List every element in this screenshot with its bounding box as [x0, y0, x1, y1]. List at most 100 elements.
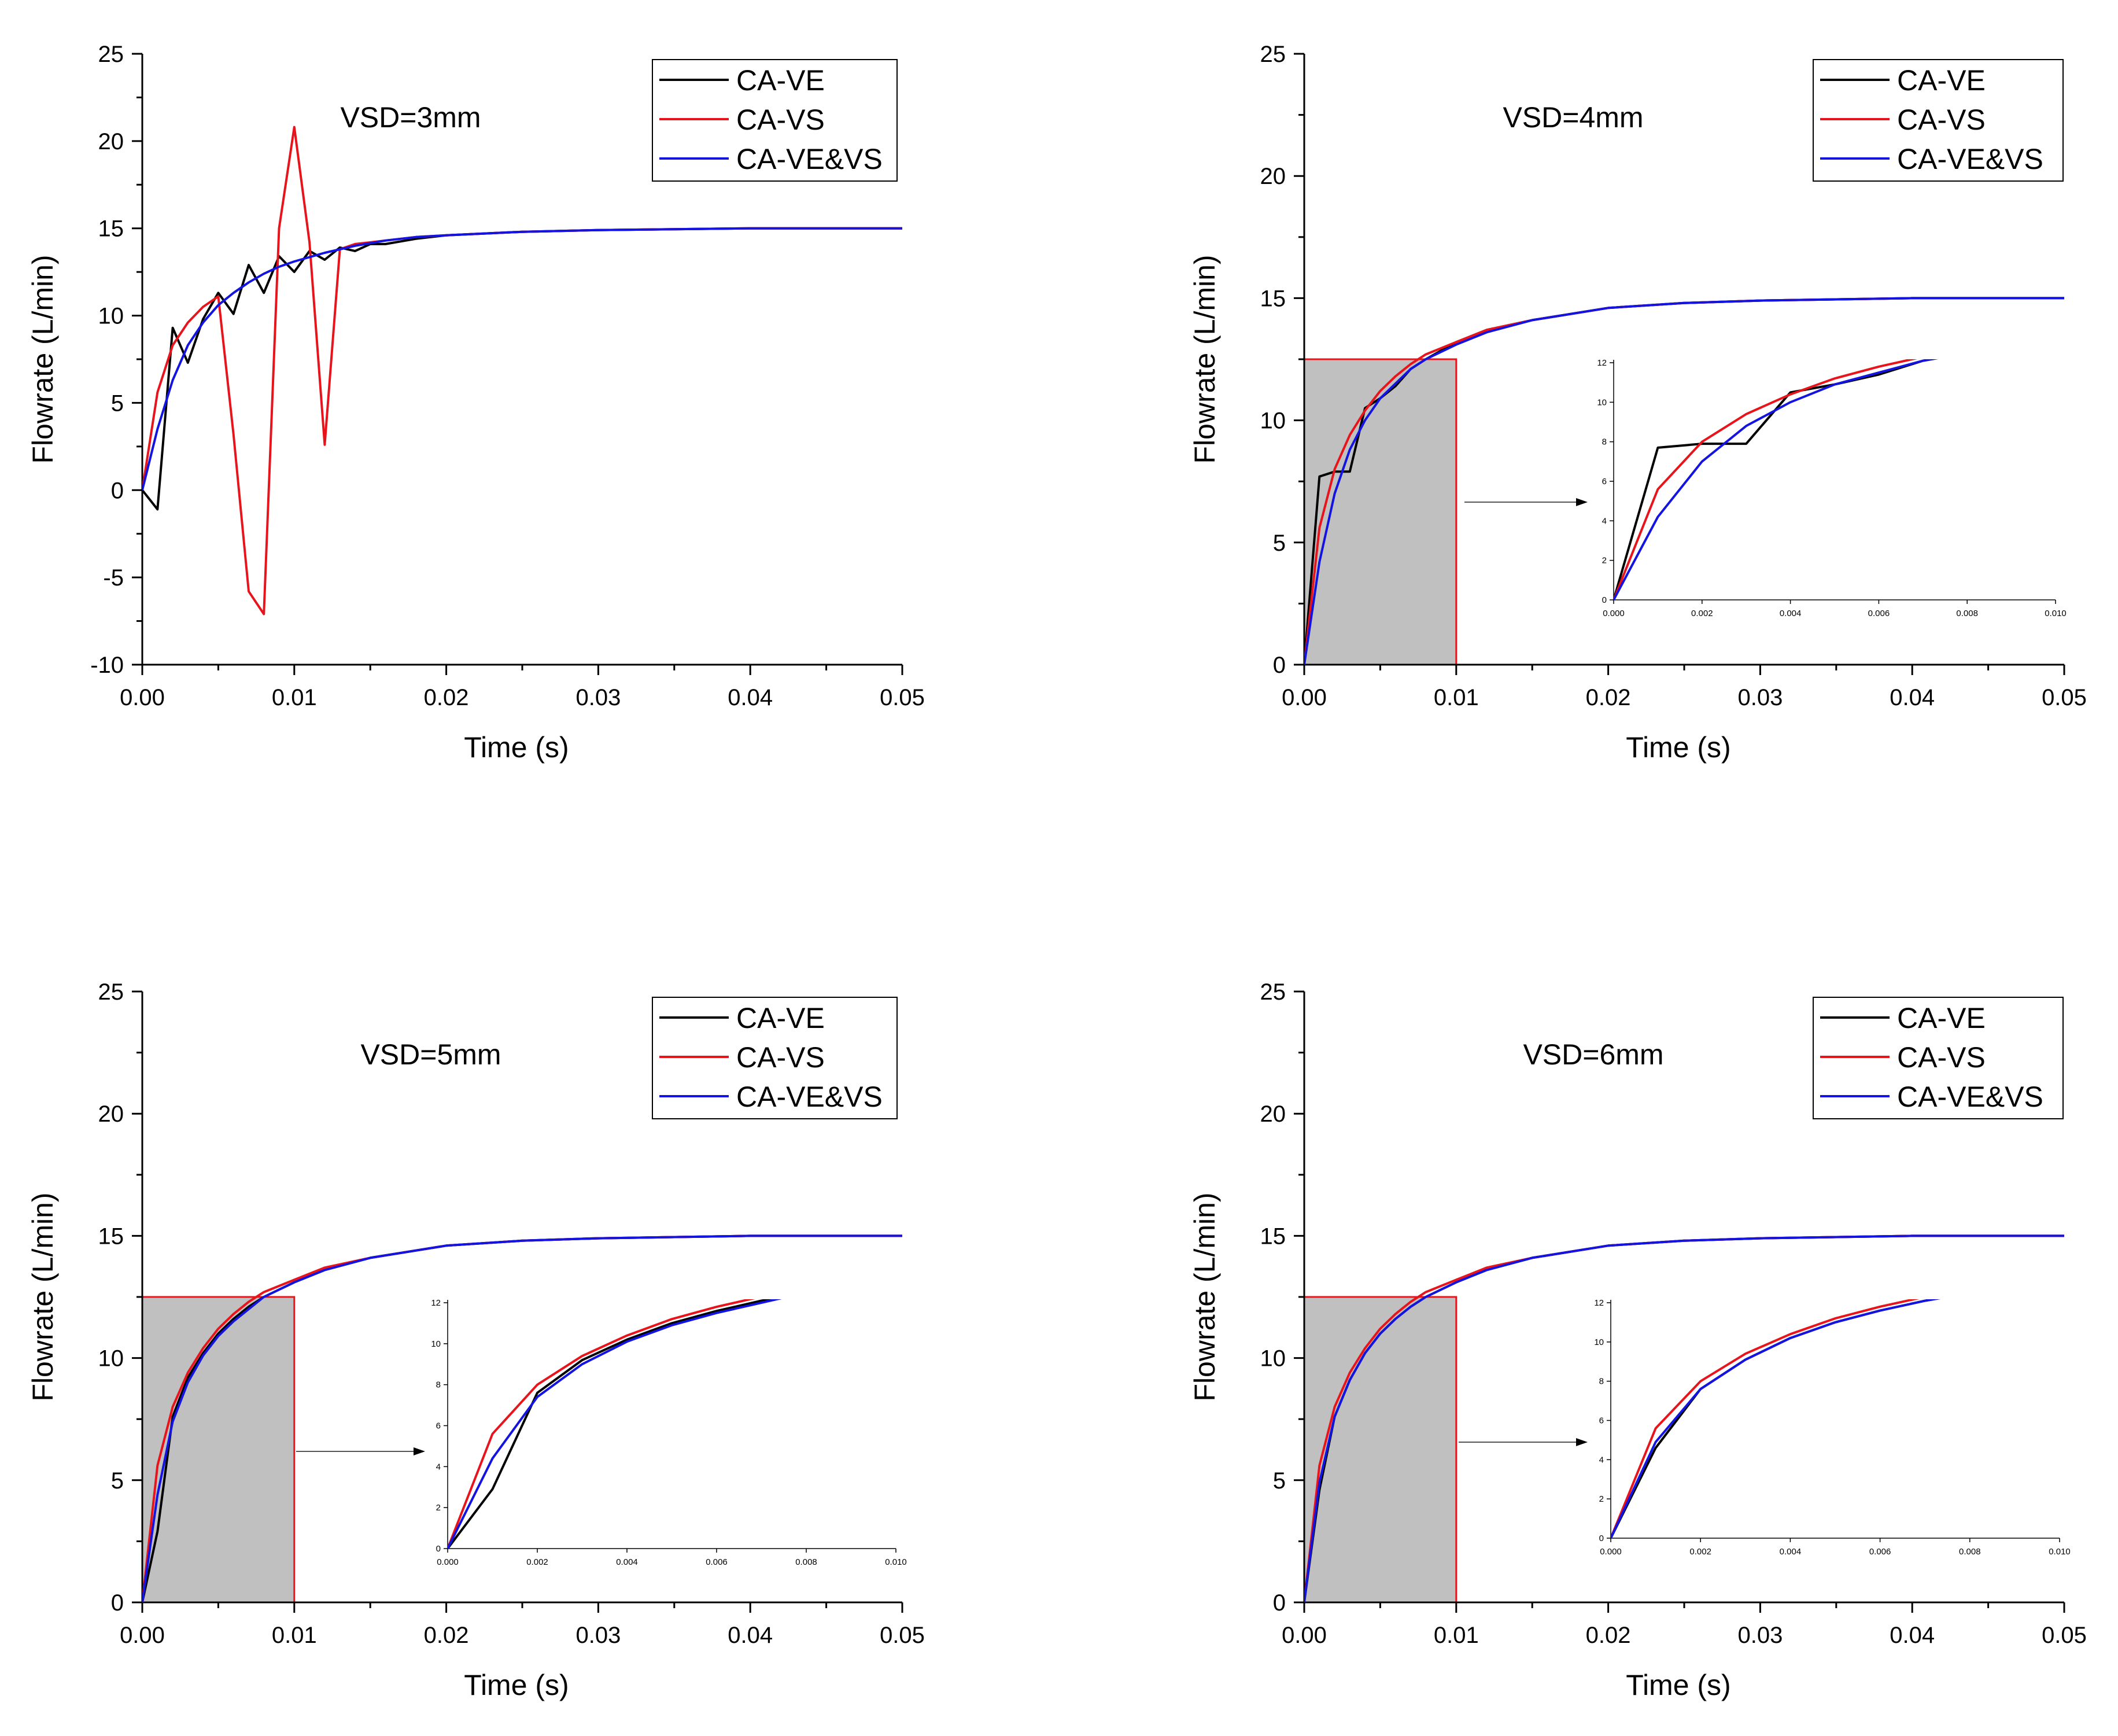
legend-label: CA-VS: [736, 104, 825, 136]
y-tick-label: 15: [98, 216, 124, 242]
vsd-annotation: VSD=4mm: [1503, 101, 1643, 134]
series-line-ca-ve-vs: [1304, 297, 2064, 665]
x-tick-label: 0.03: [575, 1623, 621, 1648]
legend-label: CA-VS: [1897, 104, 1986, 136]
y-tick-label: 15: [98, 1223, 124, 1249]
inset-x-tick-label: 0.004: [1780, 609, 1802, 618]
y-tick-label: 0: [111, 1590, 124, 1616]
plot-lines: [142, 1234, 902, 1602]
x-tick-label: 0.00: [1282, 1623, 1327, 1648]
inset-series-line-ca-ve: [448, 1299, 776, 1549]
x-tick-label: 0.03: [1737, 685, 1783, 710]
inset-y-tick-label: 8: [436, 1380, 441, 1390]
legend-label: CA-VE&VS: [1897, 1081, 2043, 1113]
inset-y-tick-label: 10: [1594, 1337, 1604, 1347]
x-tick-label: 0.04: [1890, 685, 1935, 710]
inset-x-tick-label: 0.010: [885, 1557, 907, 1567]
x-tick-label: 0.02: [424, 685, 469, 710]
inset-series-line-ca-ve-vs: [1611, 1299, 1940, 1538]
y-tick-label: 25: [98, 42, 124, 67]
x-tick-label: 0.01: [272, 685, 317, 710]
inset-y-tick-label: 4: [1599, 1455, 1604, 1465]
y-tick-label: 0: [1273, 1590, 1286, 1616]
y-tick-label: 20: [98, 129, 124, 154]
inset-y-tick-label: 2: [1602, 556, 1607, 566]
x-axis-title: Time (s): [464, 1669, 569, 1701]
plot-lines: [1304, 297, 2064, 665]
inset-y-tick-label: 12: [1597, 358, 1607, 368]
zoom-arrow-head: [414, 1447, 425, 1455]
inset-lines: [1611, 1299, 1940, 1538]
inset-x-tick-label: 0.008: [795, 1557, 817, 1567]
inset-x-tick-label: 0.002: [1689, 1547, 1711, 1557]
inset-x-tick-label: 0.000: [1603, 609, 1625, 618]
inset-y-tick-label: 6: [1602, 477, 1607, 486]
x-tick-label: 0.01: [272, 1623, 317, 1648]
y-tick-label: 25: [1260, 42, 1286, 67]
inset-y-tick-label: 6: [1599, 1416, 1604, 1426]
y-tick-label: 5: [1273, 530, 1286, 556]
legend-label: CA-VE: [1897, 1002, 1986, 1034]
y-tick-label: 10: [1260, 408, 1286, 434]
y-tick-label: -5: [103, 565, 124, 591]
inset-lines: [1614, 359, 1938, 600]
inset-x-tick-label: 0.000: [1600, 1547, 1622, 1557]
inset-y-tick-label: 12: [431, 1298, 441, 1308]
y-tick-label: 10: [98, 304, 124, 329]
legend-label: CA-VE: [736, 1002, 825, 1034]
inset-y-tick-label: 6: [436, 1421, 441, 1431]
inset-y-tick-label: 0: [1602, 595, 1607, 605]
x-tick-label: 0.03: [575, 685, 621, 710]
inset-x-tick-label: 0.000: [437, 1557, 459, 1567]
y-tick-label: 25: [98, 979, 124, 1005]
y-tick-label: 20: [1260, 1101, 1286, 1127]
zoom-region: [141, 1296, 296, 1604]
series-line-ca-ve-vs: [1304, 1234, 2064, 1602]
legend-label: CA-VE&VS: [1897, 143, 2043, 175]
y-tick-label: -10: [90, 653, 124, 678]
x-tick-label: 0.04: [728, 685, 773, 710]
y-axis-title: Flowrate (L/min): [1189, 255, 1221, 463]
x-tick-label: 0.00: [120, 1623, 165, 1648]
x-tick-label: 0.05: [880, 685, 925, 710]
x-tick-label: 0.05: [2042, 685, 2087, 710]
inset-x-tick-label: 0.004: [1780, 1547, 1802, 1557]
vsd-annotation: VSD=3mm: [340, 101, 481, 134]
inset-series-line-ca-vs: [448, 1299, 755, 1549]
x-tick-label: 0.05: [880, 1623, 925, 1648]
x-tick-label: 0.01: [1434, 1623, 1479, 1648]
inset-x-tick-label: 0.004: [616, 1557, 638, 1567]
inset-y-tick-label: 10: [431, 1339, 441, 1349]
y-tick-label: 15: [1260, 1223, 1286, 1249]
inset-series-line-ca-vs: [1614, 359, 1918, 600]
x-tick-label: 0.00: [120, 685, 165, 710]
inset-series-line-ca-ve-vs: [448, 1299, 782, 1549]
y-axis-title: Flowrate (L/min): [1189, 1192, 1221, 1401]
y-tick-label: 20: [98, 1101, 124, 1127]
inset-series-line-ca-ve-vs: [1614, 359, 1938, 600]
x-axis-title: Time (s): [1626, 731, 1730, 764]
inset-x-tick-label: 0.002: [1691, 609, 1713, 618]
x-tick-label: 0.01: [1434, 685, 1479, 710]
inset-x-tick-label: 0.006: [1869, 1547, 1891, 1557]
inset-lines: [448, 1299, 782, 1549]
zoom-region: [1303, 1296, 1457, 1604]
inset-x-tick-label: 0.010: [2045, 609, 2067, 618]
inset-chart: 0.000 0.002 0.004 0.006 0.008 0.010 0 2 4 6 8 10 12: [431, 1298, 907, 1567]
inset-x-tick-label: 0.006: [706, 1557, 728, 1567]
inset-chart: 0.000 0.002 0.004 0.006 0.008 0.010 0 2 4 6 8 10 12: [1594, 1298, 2071, 1557]
inset-series-line-ca-vs: [1611, 1299, 1920, 1538]
x-tick-label: 0.03: [1737, 1623, 1783, 1648]
inset-x-tick-label: 0.008: [1956, 609, 1978, 618]
series-line-ca-ve-vs: [142, 1234, 902, 1602]
y-tick-label: 10: [1260, 1346, 1286, 1372]
inset-x-tick-label: 0.010: [2049, 1547, 2071, 1557]
y-tick-label: 20: [1260, 164, 1286, 189]
x-tick-label: 0.02: [424, 1623, 469, 1648]
legend-label: CA-VS: [736, 1041, 825, 1074]
